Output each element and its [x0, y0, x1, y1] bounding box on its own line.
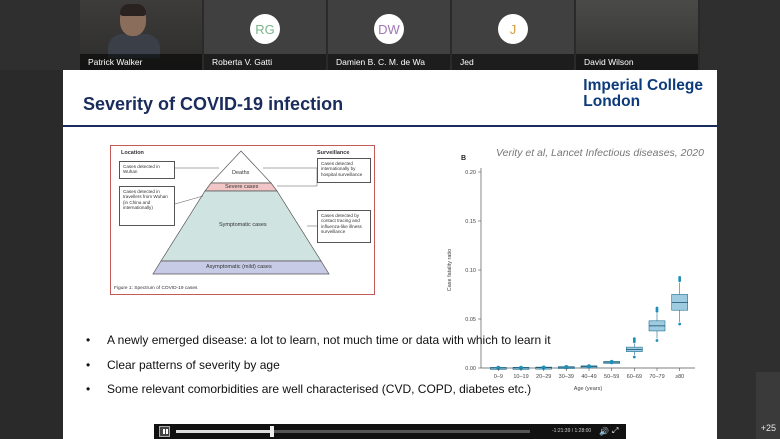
participant-tile-3[interactable]: J Jed	[452, 0, 574, 70]
logo-line-2: London	[583, 93, 641, 110]
panel-label: B	[461, 155, 466, 162]
overflow-participants-button[interactable]: +25	[756, 372, 780, 439]
y-tick-label: 0.20	[465, 170, 476, 176]
location-box-wuhan: Cases detected in Wuhan	[119, 161, 175, 179]
figure-caption: Figure 1: Spectrum of COVID-19 cases	[114, 286, 198, 291]
participant-name: Roberta V. Gatti	[204, 54, 326, 70]
tier-asymptomatic: Asymptomatic (mild) cases	[206, 264, 272, 270]
x-tick-label: 70–79	[649, 374, 664, 380]
bullet-item: Clear patterns of severity by age	[81, 353, 641, 378]
participant-strip: Patrick Walker RG Roberta V. Gatti DW Da…	[80, 0, 700, 70]
bullet-item: Some relevant comorbidities are well cha…	[81, 377, 641, 402]
playback-time: -1:21:39 / 1:28:00	[552, 428, 592, 434]
surveillance-header: Surveillance	[317, 150, 350, 156]
bullet-list: A newly emerged disease: a lot to learn,…	[81, 328, 641, 402]
bullet-item: A newly emerged disease: a lot to learn,…	[81, 328, 641, 353]
x-tick-label: ≥80	[675, 374, 684, 380]
fullscreen-icon[interactable]: ⤢	[612, 426, 619, 435]
logo-line-1: Imperial College	[583, 77, 703, 94]
video-player-bar: -1:21:39 / 1:28:00 🔊 ⤢	[154, 424, 626, 439]
tier-symptomatic: Symptomatic cases	[219, 222, 267, 228]
y-tick-label: 0.15	[465, 219, 476, 225]
y-tick-label: 0.05	[465, 317, 476, 323]
outlier-point	[655, 306, 659, 310]
participant-avatar: RG	[250, 14, 280, 44]
citation: Verity et al, Lancet Infectious diseases…	[496, 147, 704, 159]
location-header: Location	[121, 150, 144, 156]
seek-progress	[176, 430, 272, 433]
pause-button[interactable]	[159, 426, 170, 437]
participant-name: Damien B. C. M. de Wa	[328, 54, 450, 70]
tier-severe: Severe cases	[225, 184, 259, 190]
seek-handle[interactable]	[269, 426, 274, 437]
outlier-point	[678, 322, 682, 326]
location-box-travellers: Cases detected in travellers from Wuhan …	[119, 186, 175, 226]
shared-slide: Severity of COVID-19 infection Imperial …	[63, 70, 717, 439]
participant-tile-0[interactable]: Patrick Walker	[80, 0, 202, 70]
pyramid-figure: Location Surveillance Deaths Severe case…	[110, 145, 375, 295]
participant-tile-4[interactable]: David Wilson	[576, 0, 698, 70]
volume-icon[interactable]: 🔊	[599, 427, 609, 436]
participant-name: Patrick Walker	[80, 54, 202, 70]
participant-avatar: J	[498, 14, 528, 44]
participant-name: Jed	[452, 54, 574, 70]
tier-deaths: Deaths	[232, 170, 250, 176]
y-axis-label: Case fatality ratio	[447, 249, 453, 292]
seek-bar[interactable]	[176, 426, 530, 437]
strip-left-margin	[0, 0, 80, 70]
outlier-point	[678, 276, 682, 279]
overflow-count: +25	[760, 423, 776, 433]
participant-tile-1[interactable]: RG Roberta V. Gatti	[204, 0, 326, 70]
y-tick-label: 0.10	[465, 268, 476, 274]
participant-video	[108, 4, 160, 58]
slide-title: Severity of COVID-19 infection	[83, 94, 344, 114]
imperial-logo: Imperial College London	[583, 78, 703, 110]
pyramid-graphic	[152, 150, 330, 275]
title-divider	[63, 125, 717, 127]
outlier-point	[655, 339, 659, 342]
surveillance-box-hospital: Cases detected internationally by hospit…	[317, 158, 371, 183]
participant-avatar: DW	[374, 14, 404, 44]
surveillance-box-contact: Cases detected by contact tracing and in…	[317, 210, 371, 243]
participant-name: David Wilson	[576, 54, 698, 70]
participant-tile-2[interactable]: DW Damien B. C. M. de Wa	[328, 0, 450, 70]
